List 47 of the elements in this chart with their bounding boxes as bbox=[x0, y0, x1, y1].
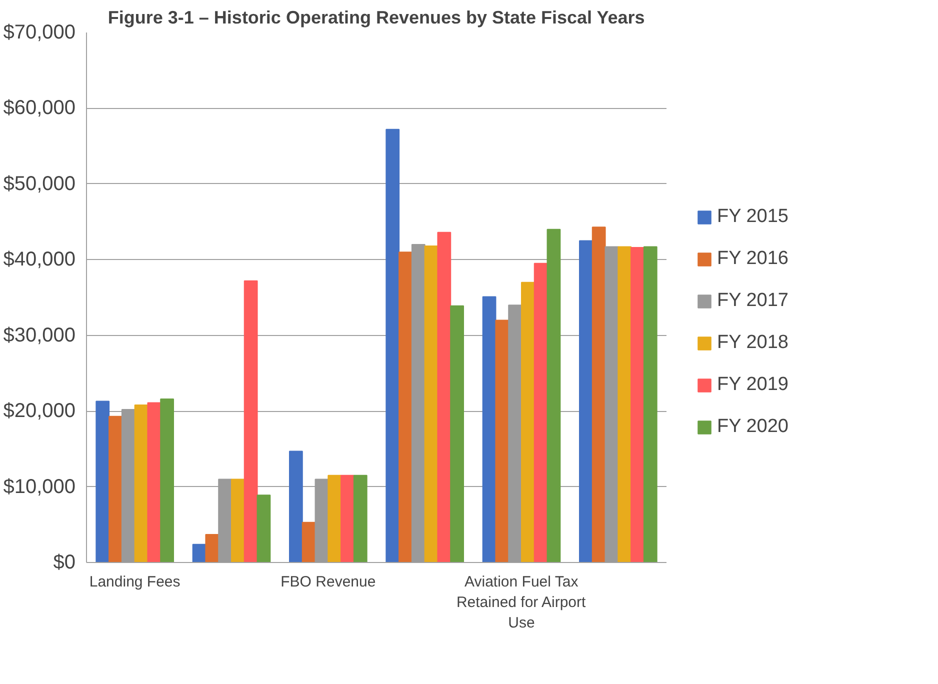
bar bbox=[353, 474, 368, 562]
x-tick-label: Aviation Fuel Tax Retained for Airport Use bbox=[456, 574, 587, 632]
bar bbox=[108, 416, 122, 562]
y-tick-label: $10,000 bbox=[3, 476, 76, 498]
legend-label: FY 2016 bbox=[717, 248, 788, 270]
bar bbox=[302, 522, 316, 562]
bar bbox=[424, 246, 438, 562]
y-tick-label: $40,000 bbox=[3, 248, 76, 271]
bar bbox=[160, 398, 174, 562]
y-tick-label: $50,000 bbox=[3, 172, 76, 195]
bar bbox=[534, 262, 548, 562]
bar bbox=[386, 128, 400, 562]
bar bbox=[643, 246, 658, 562]
x-tick-label: Landing Fees bbox=[89, 574, 180, 590]
y-tick-label: $30,000 bbox=[3, 324, 76, 346]
chart-title: Figure 3-1 – Historic Operating Revenues by State Fiscal Years bbox=[108, 8, 645, 28]
bar bbox=[289, 450, 303, 562]
legend-label: FY 2018 bbox=[717, 332, 788, 354]
bar bbox=[630, 247, 644, 562]
bar bbox=[495, 320, 510, 562]
y-tick-label: $60,000 bbox=[3, 97, 76, 120]
bar bbox=[592, 226, 606, 562]
bar bbox=[256, 494, 271, 562]
bar bbox=[340, 474, 354, 562]
bar bbox=[482, 296, 496, 562]
bar bbox=[437, 232, 452, 562]
bar bbox=[546, 228, 561, 562]
bar bbox=[328, 474, 342, 562]
bar bbox=[231, 478, 245, 562]
bar bbox=[244, 280, 258, 562]
y-tick-label: $20,000 bbox=[3, 400, 76, 422]
bar bbox=[450, 305, 464, 562]
bar bbox=[579, 240, 593, 562]
y-tick-label: $70,000 bbox=[3, 22, 76, 44]
legend-label: FY 2017 bbox=[717, 290, 788, 312]
legend-label: FY 2019 bbox=[717, 374, 788, 396]
bar bbox=[398, 252, 412, 562]
bar bbox=[96, 400, 110, 562]
y-tick-label: $0 bbox=[53, 552, 76, 574]
bar bbox=[147, 402, 162, 562]
bar bbox=[521, 282, 535, 562]
legend-label: FY 2020 bbox=[717, 416, 788, 438]
bar bbox=[134, 404, 148, 562]
bar bbox=[205, 534, 220, 562]
bar bbox=[618, 246, 632, 562]
x-tick-label: FBO Revenue bbox=[280, 574, 376, 590]
legend-label: FY 2015 bbox=[717, 206, 788, 228]
